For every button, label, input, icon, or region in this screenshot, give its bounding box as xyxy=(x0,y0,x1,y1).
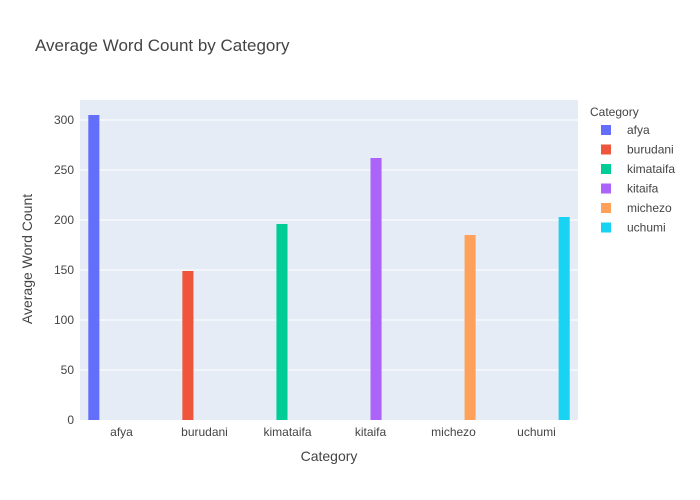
bar-kitaifa[interactable] xyxy=(370,158,382,420)
bar-michezo[interactable] xyxy=(464,235,476,420)
bar-kimataifa[interactable] xyxy=(276,224,288,420)
legend-item-uchumi[interactable]: uchumi xyxy=(627,221,666,235)
legend-swatch-uchumi xyxy=(601,222,611,233)
y-tick-label: 50 xyxy=(61,363,75,377)
legend-item-burudani[interactable]: burudani xyxy=(627,143,674,157)
legend-item-michezo[interactable]: michezo xyxy=(627,201,672,215)
legend-swatch-burudani xyxy=(601,144,611,155)
legend-swatch-afya xyxy=(601,125,611,135)
grid-lines xyxy=(80,119,578,371)
legend-swatch-michezo xyxy=(601,203,611,213)
x-tick-label: afya xyxy=(110,425,133,439)
legend-item-kimataifa[interactable]: kimataifa xyxy=(627,162,675,176)
legend: Category afya burudani kimataifa kitaifa mic… xyxy=(590,105,675,235)
y-tick-label: 300 xyxy=(54,113,74,127)
bar-burudani[interactable] xyxy=(182,271,194,420)
chart-title: Average Word Count by Category xyxy=(35,36,290,55)
y-axis-title: Average Word Count xyxy=(19,194,35,324)
y-tick-label: 200 xyxy=(54,213,74,227)
plot-area xyxy=(80,100,578,420)
legend-item-kitaifa[interactable]: kitaifa xyxy=(627,182,659,196)
x-axis-title: Category xyxy=(301,448,358,464)
bar-afya[interactable] xyxy=(88,115,100,420)
y-tick-label: 0 xyxy=(67,413,74,427)
legend-swatch-kimataifa xyxy=(601,164,611,174)
x-tick-label: michezo xyxy=(431,425,476,439)
bars xyxy=(88,115,570,420)
y-tick-labels: 0 50 100 150 200 250 300 xyxy=(54,113,74,427)
legend-swatch-kitaifa xyxy=(601,183,611,194)
bar-uchumi[interactable] xyxy=(558,217,570,420)
x-tick-label: kitaifa xyxy=(355,425,387,439)
legend-title: Category xyxy=(590,105,639,119)
x-tick-label: kimataifa xyxy=(263,425,311,439)
y-tick-label: 250 xyxy=(54,163,74,177)
y-tick-label: 150 xyxy=(54,263,74,277)
y-tick-label: 100 xyxy=(54,313,74,327)
x-tick-label: uchumi xyxy=(517,425,556,439)
legend-item-afya[interactable]: afya xyxy=(627,123,650,137)
x-tick-label: burudani xyxy=(181,425,228,439)
x-tick-labels: afya burudani kimataifa kitaifa michezo uchum… xyxy=(110,425,556,439)
